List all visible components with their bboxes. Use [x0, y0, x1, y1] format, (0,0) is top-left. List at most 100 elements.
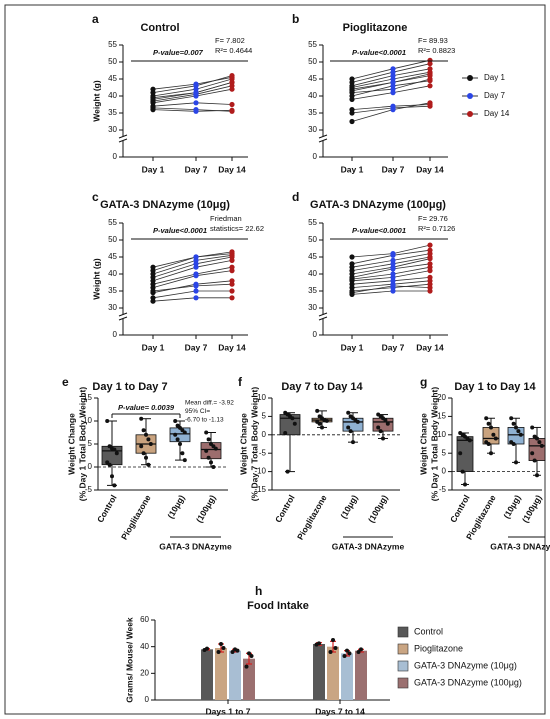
data-point [193, 108, 199, 114]
data-point [390, 266, 396, 272]
data-point [463, 482, 467, 487]
y-tick-label: -5 [439, 485, 447, 494]
y-tick-label: -10 [254, 467, 266, 476]
mouse-line [152, 290, 232, 299]
data-point [229, 86, 235, 92]
y-axis-label: Weight Change [66, 413, 76, 475]
y-tick-label: 35 [308, 108, 317, 117]
data-point [150, 95, 156, 101]
panel-title: Day 1 to Day 14 [454, 381, 536, 393]
legend-marker [467, 75, 473, 81]
y-tick-label: 30 [108, 125, 117, 134]
data-point [328, 650, 333, 654]
group-label: GATA-3 DNAzyme [490, 541, 550, 551]
data-point [390, 283, 396, 289]
y-tick-label: 0 [442, 467, 447, 476]
data-point [283, 430, 288, 435]
data-point [324, 418, 329, 423]
data-point [110, 474, 114, 479]
panel-title: GATA-3 DNAzyme (100μg) [310, 199, 446, 211]
data-point [427, 288, 433, 294]
data-point [427, 256, 433, 262]
data-point [175, 437, 180, 442]
x-tick-label: (100μg) [366, 493, 390, 524]
legend-label: Day 7 [484, 91, 505, 100]
data-point [178, 442, 182, 446]
data-point [221, 646, 226, 650]
data-point [180, 451, 185, 456]
panel-letter: d [292, 190, 299, 204]
x-tick-label: Day 7 [185, 164, 208, 174]
data-point [204, 430, 209, 435]
annotation: statistics= 22.62 [210, 224, 264, 233]
data-point [211, 465, 216, 469]
group-label: GATA-3 DNAzyme [159, 541, 232, 551]
data-point [467, 438, 472, 443]
y-tick-label: 50 [308, 235, 317, 244]
y-tick-label: 50 [308, 57, 317, 66]
p-value: P-value<0.0001 [352, 48, 406, 57]
data-point [139, 444, 144, 449]
y-axis-break [118, 134, 128, 139]
data-point [229, 107, 235, 113]
y-axis-break [318, 138, 328, 143]
data-point [349, 291, 355, 297]
y-axis-break [318, 134, 328, 139]
x-tick-label: Pioglitazone [295, 493, 329, 542]
group-label: GATA-3 DNAzyme [332, 541, 405, 551]
data-point [112, 483, 117, 488]
y-axis-break [118, 138, 128, 143]
data-point [107, 462, 112, 467]
data-point [390, 252, 396, 258]
data-point [150, 107, 156, 113]
y-axis-label: Weight (g) [91, 258, 101, 300]
p-value: P-value=0.007 [153, 48, 204, 57]
y-tick-label: 35 [108, 108, 117, 117]
data-point [292, 421, 297, 426]
y-tick-label: 55 [108, 218, 117, 227]
y-tick-label: 40 [308, 91, 317, 100]
data-point [509, 416, 514, 421]
bar [355, 650, 367, 700]
legend-swatch [397, 660, 409, 672]
y-tick-label: 5 [442, 448, 447, 457]
data-point [290, 416, 295, 421]
y-tick-label: 35 [108, 286, 117, 295]
y-tick-label: 0 [262, 430, 267, 439]
y-tick-label: 40 [140, 642, 149, 651]
annotation: F= 89.93 [418, 36, 448, 45]
data-point [486, 442, 491, 446]
legend-swatch [397, 626, 409, 638]
annotation: R²= 0.4644 [215, 46, 252, 55]
x-tick-label: Control [448, 493, 472, 524]
data-point [460, 469, 465, 474]
bar [313, 644, 325, 700]
data-point [139, 416, 144, 421]
data-point [359, 647, 363, 652]
panel-letter: b [292, 12, 299, 26]
y-tick-label: 5 [262, 412, 267, 421]
legend-label: Day 14 [484, 109, 510, 118]
data-point [427, 83, 433, 89]
panel-title: Day 7 to Day 14 [281, 381, 363, 393]
data-point [342, 654, 347, 658]
x-tick-label: Control [95, 493, 119, 524]
data-point [385, 421, 390, 426]
data-point [349, 254, 355, 260]
y-tick-label: 0 [113, 330, 118, 339]
data-point [511, 442, 516, 446]
data-point [150, 90, 156, 96]
mouse-line [152, 297, 232, 302]
panel-title: Pioglitazone [343, 22, 408, 34]
x-tick-label: (10μg) [338, 493, 359, 520]
legend-marker [467, 93, 473, 99]
data-point [356, 650, 361, 654]
data-point [427, 268, 433, 274]
panel-title: Food Intake [247, 600, 309, 612]
x-tick-label: Day 14 [416, 164, 444, 174]
data-point [489, 451, 493, 456]
data-point [112, 447, 117, 452]
x-tick-label: Day 1 [341, 164, 364, 174]
data-point [530, 451, 535, 456]
data-point [381, 436, 385, 441]
